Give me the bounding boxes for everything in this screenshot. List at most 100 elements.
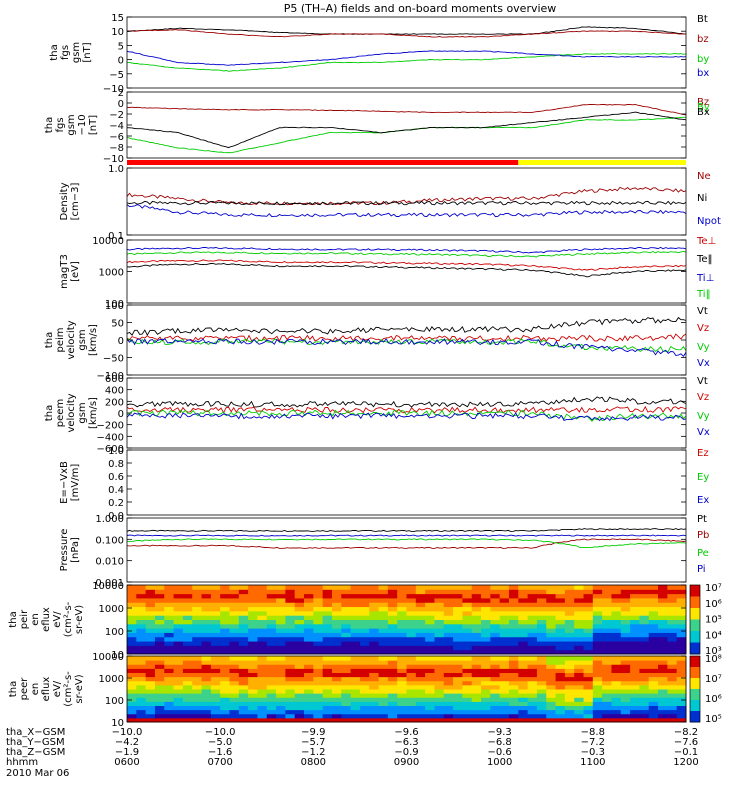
heatmap-cell — [294, 709, 305, 715]
heatmap-cell — [220, 615, 230, 620]
heatmap-cell — [471, 593, 482, 599]
heatmap-cell — [229, 676, 240, 682]
heatmap-cell — [369, 649, 380, 655]
heatmap-cell — [313, 602, 324, 608]
heatmap-cell — [210, 684, 221, 690]
heatmap-cell — [266, 610, 277, 616]
heatmap-cell — [667, 619, 678, 625]
heatmap-cell — [574, 717, 585, 723]
heatmap-cell — [536, 693, 547, 698]
heatmap-cell — [602, 632, 612, 638]
heatmap-cell — [481, 664, 491, 669]
heatmap-cell — [359, 589, 370, 595]
heatmap-cell — [154, 585, 165, 590]
heatmap-cell — [154, 602, 165, 608]
heatmap-cell — [471, 672, 482, 678]
heatmap-cell — [555, 597, 566, 603]
heatmap-cell — [574, 619, 585, 625]
heatmap-cell — [462, 593, 473, 599]
heatmap-cell — [359, 628, 370, 633]
heatmap-cell — [574, 701, 585, 706]
heatmap-cell — [359, 668, 370, 673]
heatmap-cell — [620, 660, 631, 665]
heatmap-cell — [294, 660, 305, 665]
y-axis-label: magT3[eV] — [59, 254, 81, 289]
heatmap-cell — [481, 649, 491, 655]
heatmap-cell — [443, 606, 454, 612]
heatmap-cell — [546, 636, 557, 642]
series-By-line — [126, 116, 686, 154]
heatmap-cell — [294, 645, 305, 651]
heatmap-cell — [210, 668, 221, 673]
heatmap-cell — [182, 649, 193, 655]
heatmap-cell — [676, 680, 687, 686]
y-tick-label: 0 — [118, 56, 124, 67]
heatmap-cell — [602, 672, 612, 678]
heatmap-cell — [630, 676, 640, 682]
heatmap-cell — [387, 684, 398, 690]
heatmap-cell — [378, 610, 389, 616]
heatmap-cell — [406, 709, 417, 715]
x-tick-value: 0800 — [301, 757, 326, 768]
heatmap-cell — [611, 602, 622, 608]
heatmap-cell — [490, 676, 501, 682]
heatmap-cell — [481, 709, 491, 715]
heatmap-cell — [555, 705, 566, 711]
heatmap-cell — [490, 680, 501, 686]
heatmap-cell — [378, 697, 389, 702]
y-tick-label: −8 — [109, 143, 124, 154]
heatmap-cell — [602, 649, 612, 655]
heatmap-cell — [462, 693, 473, 698]
heatmap-cell — [341, 664, 352, 669]
heatmap-cell — [648, 619, 659, 625]
heatmap-cell — [453, 656, 463, 661]
heatmap-cell — [527, 606, 538, 612]
heatmap-cell — [350, 664, 361, 669]
heatmap-cell — [630, 619, 640, 625]
y-axis-label-line: gsm — [77, 402, 88, 423]
heatmap-cell — [602, 697, 612, 702]
heatmap-cell — [462, 610, 473, 616]
heatmap-cell — [257, 615, 268, 620]
heatmap-cell — [238, 705, 249, 711]
heatmap-cell — [229, 615, 240, 620]
y-axis-label: thapeerenefluxeV/(cm²-s-sr-eV) — [8, 671, 85, 707]
panel-frame — [126, 584, 687, 655]
heatmap-cell — [471, 689, 482, 694]
heatmap-cell — [564, 619, 575, 625]
heatmap-cell — [285, 619, 296, 625]
colorbar-segment — [690, 585, 700, 597]
heatmap-cell — [173, 619, 184, 625]
heatmap-cell — [508, 602, 519, 608]
heatmap-cell — [555, 664, 566, 669]
heatmap-cell — [378, 689, 389, 694]
heatmap-cell — [471, 668, 482, 673]
heatmap-cell — [555, 623, 566, 629]
series-Pt-line — [126, 528, 687, 532]
heatmap-cell — [546, 668, 557, 673]
heatmap-cell — [630, 705, 640, 711]
heatmap-cell — [639, 606, 650, 612]
heatmap-cell — [173, 717, 184, 723]
heatmap-cell — [555, 632, 566, 638]
heatmap-cell — [499, 615, 510, 620]
heatmap-cell — [518, 645, 529, 651]
heatmap-cell — [127, 656, 137, 661]
y-axis-label: Density[cm−3] — [59, 182, 81, 220]
heatmap-cell — [676, 589, 687, 595]
heatmap-cell — [602, 641, 612, 646]
heatmap-cell — [471, 713, 482, 719]
heatmap-cell — [201, 597, 212, 603]
heatmap-cell — [378, 676, 389, 682]
heatmap-cell — [294, 672, 305, 678]
heatmap-cell — [462, 597, 473, 603]
heatmap-cell — [648, 660, 659, 665]
heatmap-cell — [574, 697, 585, 702]
heatmap-cell — [322, 615, 333, 620]
heatmap-cell — [387, 713, 398, 719]
heatmap-cell — [350, 615, 361, 620]
heatmap-cell — [490, 656, 501, 661]
heatmap-cell — [611, 697, 622, 702]
heatmap-cell — [639, 697, 650, 702]
heatmap-cell — [173, 713, 184, 719]
